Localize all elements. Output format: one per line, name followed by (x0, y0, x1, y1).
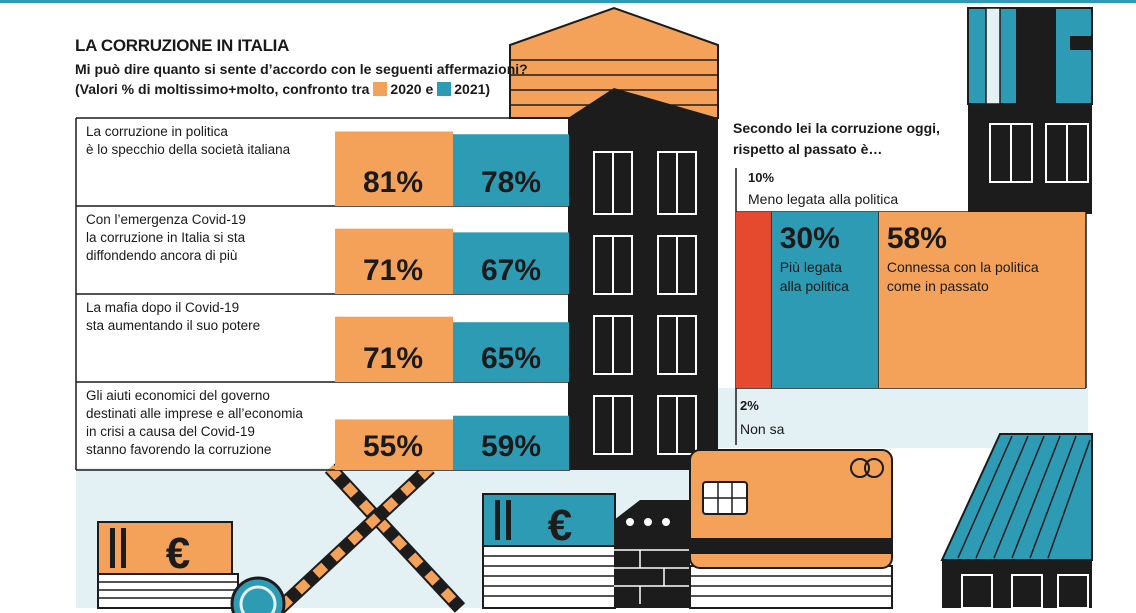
segment-pct-piu: 30% (779, 222, 840, 255)
euro-icon: € (166, 529, 190, 578)
bar-2021-2 (453, 322, 569, 382)
bar-2021-1 (453, 232, 569, 294)
segment-pct-connessa: 58% (886, 222, 947, 255)
row-label-1: Con l’emergenza Covid-19 la corruzione in… (86, 211, 326, 265)
segment-pct-nonsa: 2% (740, 398, 759, 413)
row-label-line: è lo specchio della società italiana (86, 142, 291, 157)
euro-banknote-stack-middle: € (482, 493, 616, 609)
data-label-2020-1: 71% (363, 254, 424, 287)
stacked-bar-group (735, 168, 1087, 445)
chart-title: LA CORRUZIONE IN ITALIA (75, 36, 290, 55)
row-label-line: destinati alle imprese e all’economia (86, 406, 303, 421)
stack-segment-0 (736, 212, 772, 388)
segment-pct-meno: 10% (748, 170, 775, 185)
bar-2020-1 (335, 228, 453, 294)
segment-label-piu-2: alla politica (779, 278, 849, 294)
data-label-2021-3: 59% (481, 430, 542, 463)
question-2-line-2: rispetto al passato è… (733, 141, 883, 157)
row-label-0: La corruzione in politica è lo specchio d… (86, 123, 326, 159)
bar-2020-2 (335, 316, 453, 382)
row-label-line: Gli aiuti economici del governo (86, 388, 270, 403)
legend-swatch-2021 (437, 82, 452, 96)
chart-subtitle: Mi può dire quanto si sente d’accordo co… (75, 59, 545, 99)
row-label-line: diffondendo ancora di più (86, 248, 238, 263)
brick-tower (614, 500, 690, 608)
euro-icon: € (548, 501, 572, 550)
data-label-2021-2: 65% (481, 342, 542, 375)
legend-swatch-2020 (373, 82, 388, 96)
row-label-line: in crisi a causa del Covid-19 (86, 424, 255, 439)
subtitle-line-1: Mi può dire quanto si sente d’accordo co… (75, 61, 528, 77)
segment-label-nonsa: Non sa (740, 421, 785, 437)
data-label-2021-0: 78% (481, 166, 542, 199)
subtitle-line-2: (Valori % di moltissimo+molto, confronto… (75, 79, 545, 99)
row-label-line: Con l’emergenza Covid-19 (86, 212, 246, 227)
row-label-line: La mafia dopo il Covid-19 (86, 300, 240, 315)
bar-2021-3 (453, 415, 569, 470)
row-label-3: Gli aiuti economici del governo destinati… (86, 387, 326, 459)
segment-label-connessa-2: come in passato (886, 278, 989, 294)
stack-segment-2 (878, 212, 1086, 388)
segment-label-piu-1: Più legata (779, 259, 842, 275)
barrier-arms (230, 462, 466, 613)
top-rule (0, 0, 1136, 3)
stack-segment-1 (771, 212, 879, 388)
segment-label-connessa-1: Connessa con la politica (886, 259, 1039, 275)
data-label-2021-1: 67% (481, 254, 542, 287)
bar-2020-3 (335, 419, 453, 470)
data-label-2020-2: 71% (363, 342, 424, 375)
central-building (509, 6, 719, 470)
question-2-line-1: Secondo lei la corruzione oggi, (733, 120, 940, 136)
legend-label-2021: 2021) (454, 81, 491, 97)
subtitle-prefix: (Valori % di moltissimo+molto, confronto… (75, 81, 370, 97)
euro-banknote-stack-left: € (97, 521, 239, 609)
row-label-2: La mafia dopo il Covid-19 sta aumentando … (86, 299, 326, 335)
legend-label-2020: 2020 e (390, 81, 434, 97)
bar-2021-0 (453, 134, 569, 206)
right-building-top (967, 7, 1093, 214)
bar-group (335, 131, 569, 470)
data-label-2020-3: 55% (363, 430, 424, 463)
segment-label-meno: Meno legata alla politica (748, 191, 899, 207)
question-2-title: Secondo lei la corruzione oggi, rispetto… (733, 118, 940, 160)
credit-card-icon (689, 449, 893, 609)
bar-2020-0 (335, 131, 453, 206)
row-label-line: La corruzione in politica (86, 124, 228, 139)
row-label-line: la corruzione in Italia si sta (86, 230, 246, 245)
right-building-bottom (940, 433, 1093, 609)
data-label-2020-0: 81% (363, 166, 424, 199)
row-label-line: stanno favorendo la corruzione (86, 442, 272, 457)
row-label-line: sta aumentando il suo potere (86, 318, 261, 333)
